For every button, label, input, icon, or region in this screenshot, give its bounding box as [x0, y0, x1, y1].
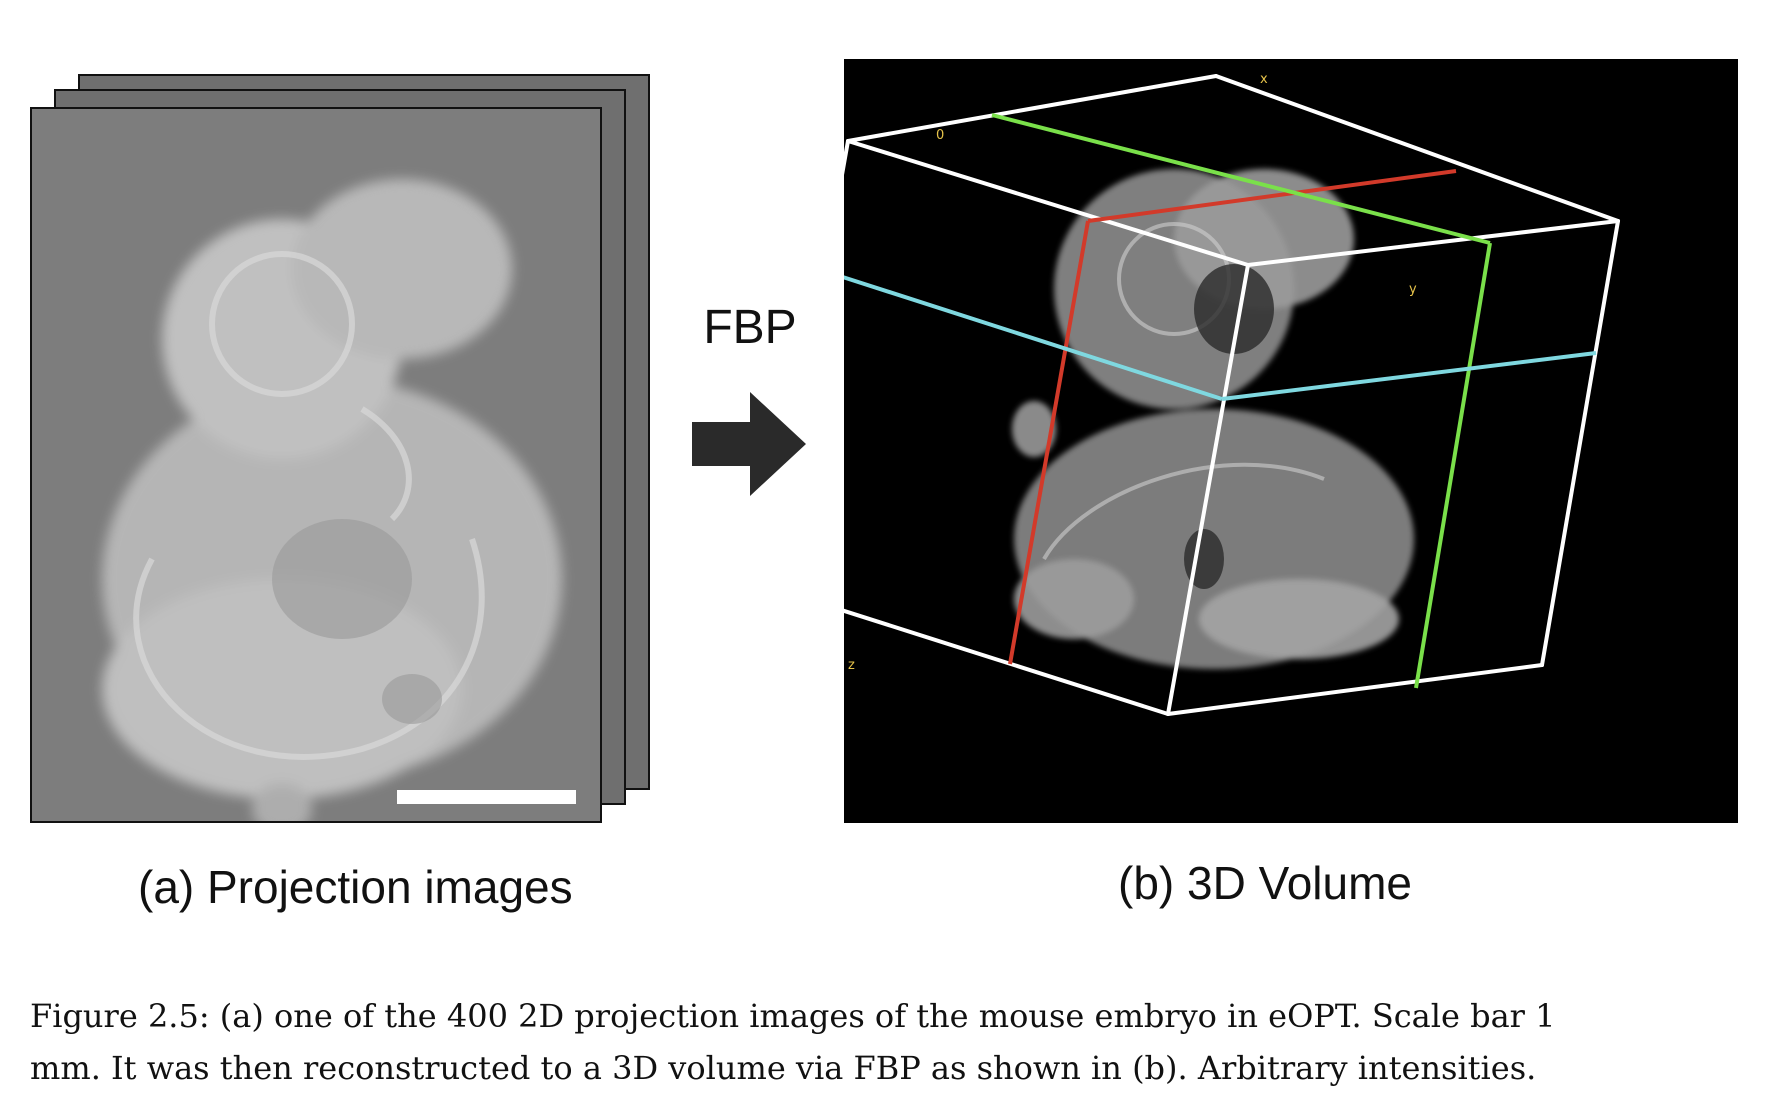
panel-a-caption: (a) Projection images	[138, 861, 573, 913]
figure-caption-line-1: Figure 2.5: (a) one of the 400 2D projec…	[30, 997, 1556, 1035]
right-arrow-icon	[692, 392, 806, 496]
fbp-label: FBP	[703, 301, 797, 354]
figure-caption-line-2: mm. It was then reconstructed to a 3D vo…	[30, 1049, 1537, 1087]
volume-render	[844, 59, 1738, 823]
embryo-volume-shape	[1012, 169, 1414, 669]
axis-label-origin: 0	[936, 128, 945, 143]
figure-caption: Figure 2.5: (a) one of the 400 2D projec…	[30, 990, 1742, 1094]
projection-image	[30, 107, 602, 823]
volume-box-illustration	[844, 74, 1620, 716]
axis-label-z: z	[848, 658, 855, 673]
axis-label-y: y	[1409, 282, 1417, 297]
axis-label-x: x	[1260, 72, 1268, 87]
embryo-projection-illustration	[32, 109, 600, 821]
scale-bar	[397, 790, 576, 804]
panel-b-caption: (b) 3D Volume	[1118, 857, 1413, 909]
